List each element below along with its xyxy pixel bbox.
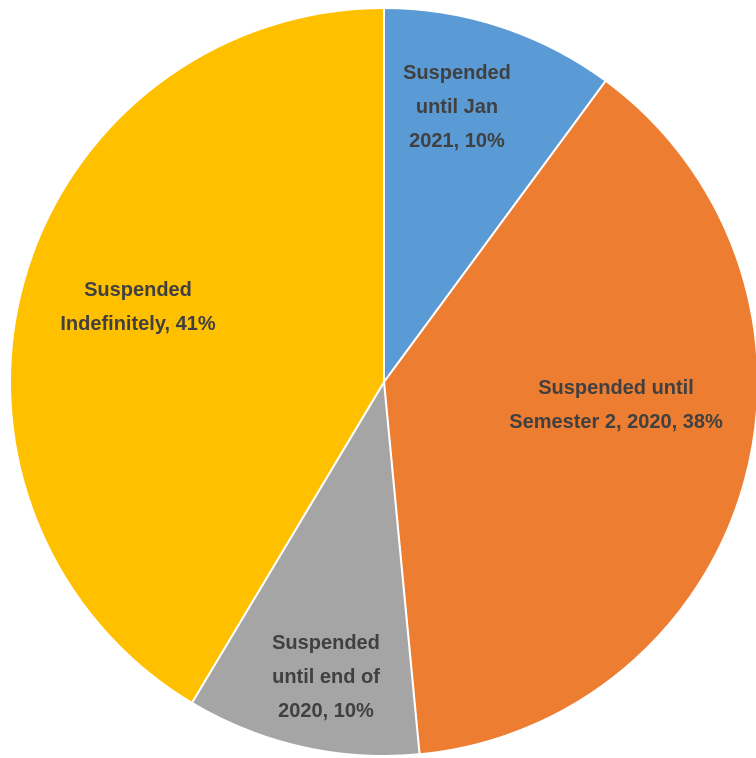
slice-label-line: Suspended (272, 632, 380, 654)
slice-label-line: Suspended (403, 62, 511, 84)
slice-label-4: Suspended Indefinitely, 41% (60, 279, 215, 335)
slice-label-3: Suspended until end of 2020, 10% (272, 632, 380, 722)
slice-label-line: Indefinitely, 41% (60, 313, 215, 335)
pie-slice-2 (382, 79, 756, 756)
slices-layer (9, 6, 756, 757)
slice-label-line: Semester 2, 2020, 38% (509, 411, 723, 433)
pie-slice-4 (9, 6, 385, 705)
slice-label-line: until end of (272, 666, 380, 688)
slice-label-1: Suspended until Jan 2021, 10% (403, 62, 511, 152)
slice-label-line: Suspended (84, 279, 192, 301)
slice-label-line: until Jan (416, 96, 498, 118)
slice-label-line: 2020, 10% (278, 700, 374, 722)
slice-label-2: Suspended until Semester 2, 2020, 38% (509, 377, 723, 433)
pie-slice-3 (190, 378, 421, 757)
slice-label-line: 2021, 10% (409, 130, 505, 152)
labels-layer: Suspended until Jan 2021, 10%Suspended unt… (60, 62, 723, 722)
pie-slice-1 (383, 6, 608, 386)
slice-label-line: Suspended until (538, 377, 694, 399)
